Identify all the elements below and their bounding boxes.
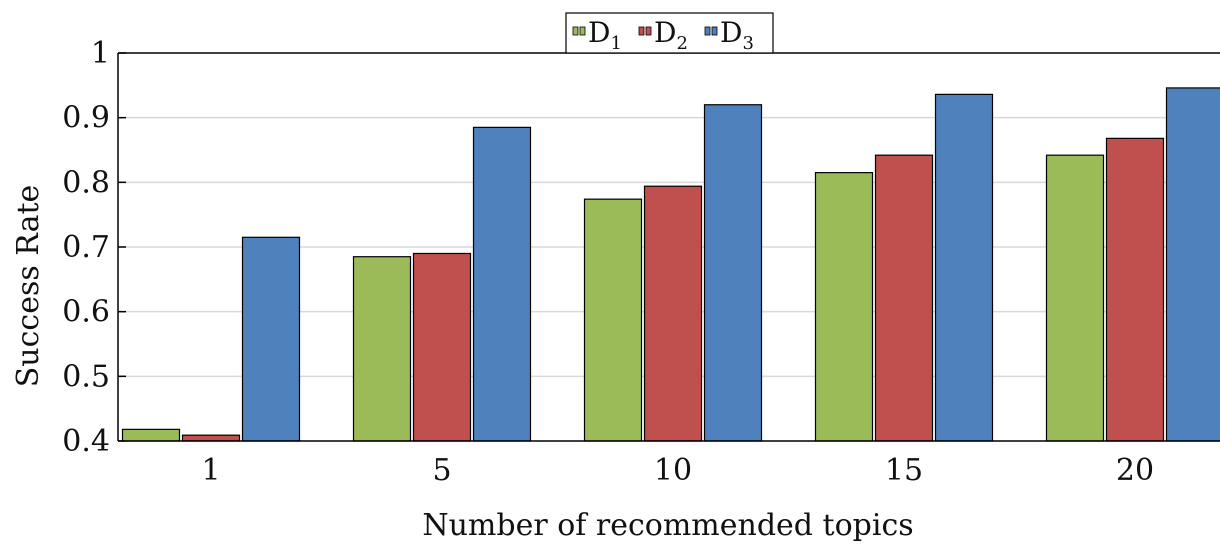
x-tick-label: 1 bbox=[201, 453, 220, 488]
legend-swatch bbox=[579, 26, 586, 36]
bar-d2-1 bbox=[181, 434, 241, 442]
bar-d1-15 bbox=[814, 172, 874, 442]
x-tick-label: 20 bbox=[1116, 453, 1154, 488]
bar-d2-10 bbox=[643, 185, 703, 442]
legend-swatch bbox=[638, 26, 645, 36]
bar-d3-20 bbox=[1165, 87, 1220, 442]
bar-d1-10 bbox=[583, 198, 643, 442]
bar-d3-1 bbox=[241, 236, 301, 442]
bar-d1-5 bbox=[352, 256, 412, 442]
bar-d3-5 bbox=[472, 126, 532, 442]
y-tick-label: 0.4 bbox=[62, 424, 110, 459]
bars bbox=[121, 87, 1220, 442]
x-axis-title: Number of recommended topics bbox=[422, 508, 913, 543]
y-tick-label: 1 bbox=[91, 36, 110, 71]
y-tick-label: 0.8 bbox=[62, 165, 110, 200]
bar-d3-15 bbox=[934, 93, 994, 442]
bar-d1-20 bbox=[1045, 154, 1105, 442]
bar-d3-10 bbox=[703, 104, 763, 442]
legend-swatch bbox=[572, 26, 579, 36]
bar-d2-15 bbox=[874, 154, 934, 442]
x-tick-label: 10 bbox=[654, 453, 692, 488]
legend-swatch bbox=[645, 26, 652, 36]
y-tick-labels: 0.4 0.5 0.6 0.7 0.8 0.9 1 bbox=[62, 36, 110, 459]
bar-d1-1 bbox=[121, 428, 181, 442]
legend-box bbox=[565, 12, 774, 54]
legend-swatch bbox=[704, 26, 711, 36]
y-tick-label: 0.7 bbox=[62, 230, 110, 265]
y-axis-title: Success Rate bbox=[11, 185, 46, 388]
y-tick-label: 0.6 bbox=[62, 295, 110, 330]
x-tick-labels: 1 5 10 15 20 bbox=[201, 453, 1154, 488]
x-tick-label: 15 bbox=[885, 453, 923, 488]
bar-d2-5 bbox=[412, 252, 472, 442]
x-tick-label: 5 bbox=[432, 453, 451, 488]
legend-swatch bbox=[711, 26, 718, 36]
y-tick-label: 0.5 bbox=[62, 359, 110, 394]
y-tick-label: 0.9 bbox=[62, 101, 110, 136]
bar-d2-20 bbox=[1105, 137, 1165, 442]
legend: D1 D2 D3 bbox=[565, 12, 774, 54]
